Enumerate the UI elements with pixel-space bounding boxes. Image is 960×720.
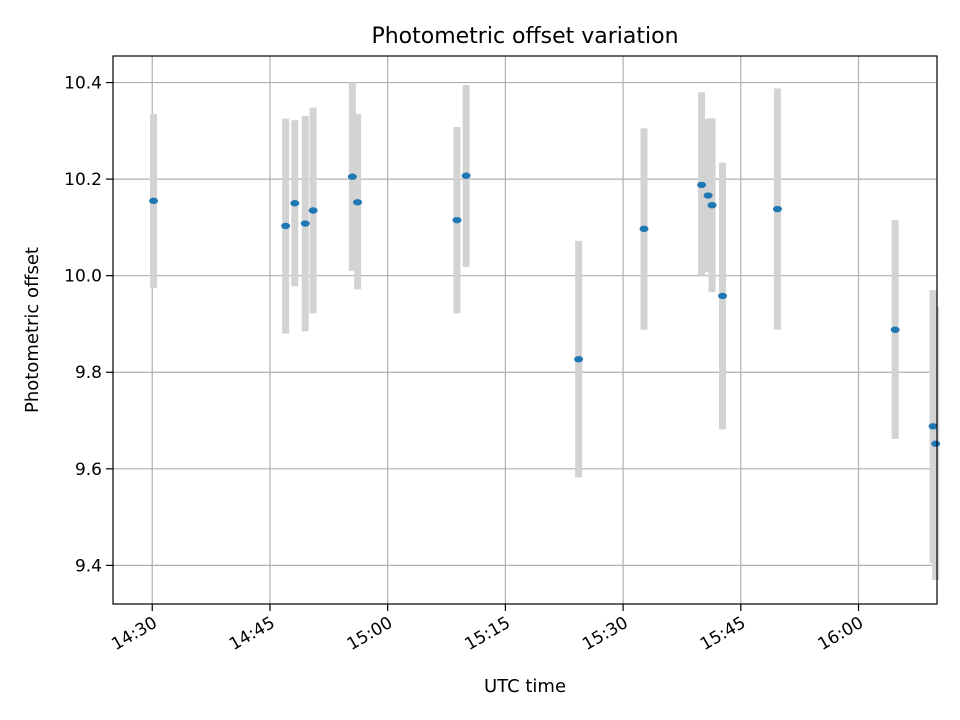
plot-frame <box>112 55 938 605</box>
data-point <box>890 326 900 333</box>
data-point <box>639 225 649 233</box>
data-point <box>717 292 727 300</box>
y-tick-label: 10.4 <box>64 74 102 94</box>
data-point <box>353 199 363 206</box>
data-point <box>308 207 318 214</box>
data-point <box>931 440 941 447</box>
y-tick-label: 10.2 <box>64 170 102 190</box>
y-axis-label: Photometric offset <box>22 247 43 413</box>
data-point <box>707 201 717 209</box>
gridlines <box>113 56 937 604</box>
y-tick-label: 9.4 <box>75 556 102 576</box>
data-point <box>574 356 584 363</box>
data-point <box>772 205 782 213</box>
data-point <box>461 172 471 179</box>
data-point <box>697 181 707 189</box>
y-tick-label: 9.6 <box>75 460 102 480</box>
data-point <box>347 173 357 180</box>
y-axis-ticks: 9.4 9.6 9.8 10.0 10.2 10.4 <box>64 74 113 576</box>
data-point <box>290 200 300 207</box>
data-point <box>149 197 159 205</box>
data-point <box>300 220 310 227</box>
data-point <box>703 192 713 199</box>
data-point <box>452 216 462 224</box>
data-point <box>281 222 291 230</box>
chart-title: Photometric offset variation <box>371 24 678 49</box>
data-point <box>928 423 938 430</box>
y-tick-label: 9.8 <box>75 363 102 383</box>
y-tick-label: 10.0 <box>64 267 102 287</box>
data-points <box>149 172 941 447</box>
x-axis-label: UTC time <box>484 676 566 697</box>
